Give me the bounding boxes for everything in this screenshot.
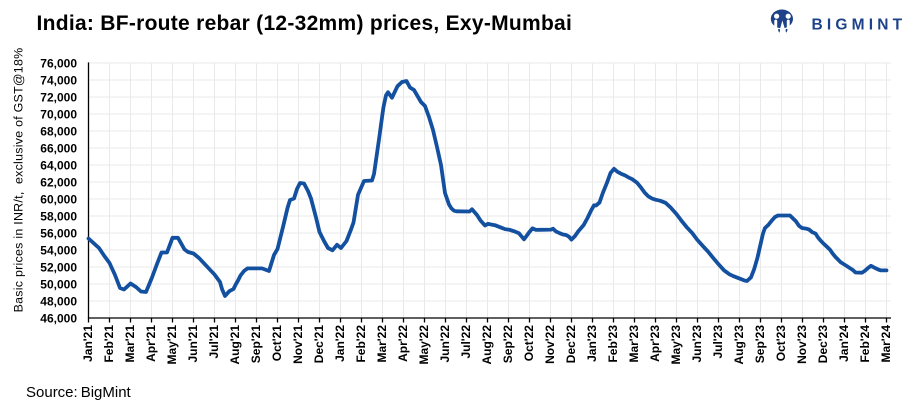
svg-text:Jul'22: Jul'22 xyxy=(459,325,473,359)
svg-text:May'22: May'22 xyxy=(417,325,431,365)
svg-text:Jan'22: Jan'22 xyxy=(333,325,347,362)
svg-text:Jul'21: Jul'21 xyxy=(207,325,221,359)
svg-text:Dec'22: Dec'22 xyxy=(564,325,578,364)
svg-text:72,000: 72,000 xyxy=(40,90,77,104)
svg-text:Feb'22: Feb'22 xyxy=(354,325,368,363)
svg-text:Jan'23: Jan'23 xyxy=(585,325,599,362)
svg-text:Aug'21: Aug'21 xyxy=(228,325,242,365)
svg-text:74,000: 74,000 xyxy=(40,73,77,87)
svg-text:66,000: 66,000 xyxy=(40,141,77,155)
svg-text:Sep'23: Sep'23 xyxy=(753,325,767,364)
svg-text:60,000: 60,000 xyxy=(40,192,77,206)
svg-text:62,000: 62,000 xyxy=(40,175,77,189)
svg-text:May'21: May'21 xyxy=(165,325,179,365)
svg-text:54,000: 54,000 xyxy=(40,243,77,257)
svg-text:Sep'21: Sep'21 xyxy=(249,325,263,364)
svg-text:Mar'23: Mar'23 xyxy=(627,325,641,363)
svg-text:Apr'23: Apr'23 xyxy=(648,325,662,362)
svg-text:Jul'23: Jul'23 xyxy=(711,325,725,359)
svg-text:70,000: 70,000 xyxy=(40,107,77,121)
svg-text:Nov'21: Nov'21 xyxy=(291,325,305,364)
svg-text:48,000: 48,000 xyxy=(40,294,77,308)
svg-text:Dec'21: Dec'21 xyxy=(312,325,326,364)
svg-text:Sep'22: Sep'22 xyxy=(501,325,515,364)
svg-text:Feb'23: Feb'23 xyxy=(606,325,620,363)
svg-text:50,000: 50,000 xyxy=(40,277,77,291)
svg-text:May'23: May'23 xyxy=(669,325,683,365)
svg-text:Mar'22: Mar'22 xyxy=(375,325,389,363)
svg-text:46,000: 46,000 xyxy=(40,311,77,325)
svg-text:Feb'24: Feb'24 xyxy=(858,325,872,363)
svg-text:Jan'21: Jan'21 xyxy=(81,325,95,362)
svg-text:Oct'23: Oct'23 xyxy=(774,325,788,362)
svg-text:Oct'22: Oct'22 xyxy=(522,325,536,362)
svg-text:BIGMINT: BIGMINT xyxy=(812,17,907,34)
svg-text:Feb'21: Feb'21 xyxy=(102,325,116,363)
svg-text:52,000: 52,000 xyxy=(40,260,77,274)
svg-text:Jun'21: Jun'21 xyxy=(186,325,200,363)
svg-text:Jan'24: Jan'24 xyxy=(837,325,851,362)
svg-text:Apr'22: Apr'22 xyxy=(396,325,410,362)
svg-text:Basic prices in INR/t, exclus: Basic prices in INR/t, exclusive of GST@… xyxy=(12,48,26,313)
svg-text:Jun'23: Jun'23 xyxy=(690,325,704,363)
svg-text:64,000: 64,000 xyxy=(40,158,77,172)
svg-text:76,000: 76,000 xyxy=(40,56,77,70)
svg-text:Aug'22: Aug'22 xyxy=(480,325,494,365)
svg-text:Apr'21: Apr'21 xyxy=(144,325,158,362)
svg-text:Dec'23: Dec'23 xyxy=(816,325,830,364)
svg-text:56,000: 56,000 xyxy=(40,226,77,240)
svg-text:Mar'24: Mar'24 xyxy=(879,325,893,363)
svg-text:58,000: 58,000 xyxy=(40,209,77,223)
svg-text:Oct'21: Oct'21 xyxy=(270,325,284,362)
svg-text:Jun'22: Jun'22 xyxy=(438,325,452,363)
svg-text:Aug'23: Aug'23 xyxy=(732,325,746,365)
svg-text:Nov'22: Nov'22 xyxy=(543,325,557,364)
svg-text:68,000: 68,000 xyxy=(40,124,77,138)
svg-text:Mar'21: Mar'21 xyxy=(123,325,137,363)
svg-text:Nov'23: Nov'23 xyxy=(795,325,809,364)
